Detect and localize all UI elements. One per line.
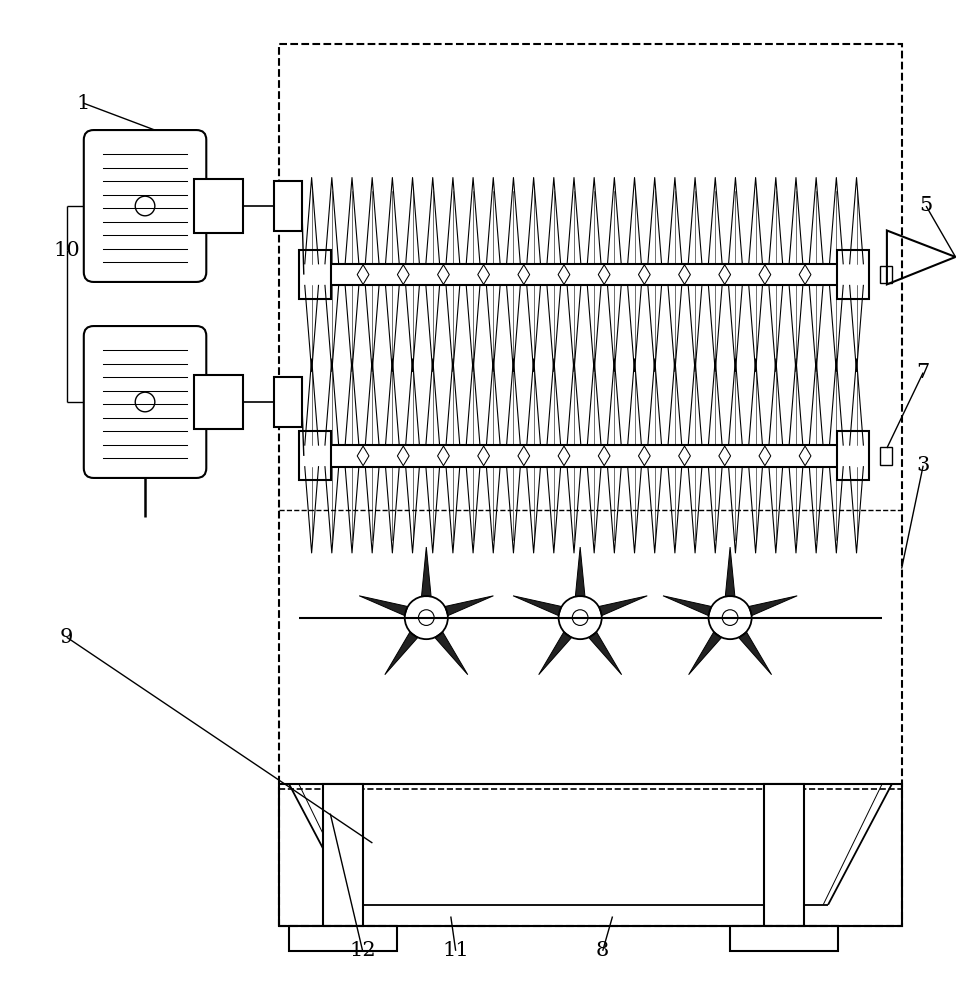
Polygon shape <box>421 547 431 597</box>
Bar <box>837 431 869 480</box>
Bar <box>193 179 243 233</box>
Text: 8: 8 <box>596 941 610 960</box>
Polygon shape <box>749 596 797 616</box>
Bar <box>764 784 804 926</box>
Polygon shape <box>360 596 408 616</box>
Polygon shape <box>385 632 417 675</box>
Polygon shape <box>575 547 585 597</box>
Text: 10: 10 <box>53 241 80 260</box>
Bar <box>323 784 363 926</box>
Text: 9: 9 <box>60 628 74 647</box>
Text: 11: 11 <box>442 941 469 960</box>
Bar <box>299 250 331 299</box>
Polygon shape <box>445 596 493 616</box>
Bar <box>730 926 838 951</box>
Polygon shape <box>663 596 711 616</box>
Bar <box>279 784 902 926</box>
Polygon shape <box>589 632 621 675</box>
Bar <box>193 375 243 429</box>
FancyBboxPatch shape <box>84 326 207 478</box>
Bar <box>274 181 302 231</box>
Polygon shape <box>599 596 647 616</box>
Polygon shape <box>435 632 467 675</box>
Text: 12: 12 <box>349 941 376 960</box>
Bar <box>304 264 864 285</box>
Bar <box>299 431 331 480</box>
Polygon shape <box>739 632 771 675</box>
Bar <box>279 44 902 926</box>
Bar <box>304 445 864 467</box>
Polygon shape <box>539 632 571 675</box>
Polygon shape <box>689 632 721 675</box>
Bar <box>880 266 892 283</box>
Bar <box>837 250 869 299</box>
Text: 5: 5 <box>919 196 933 215</box>
Bar <box>279 44 902 926</box>
Text: 7: 7 <box>916 363 930 382</box>
Polygon shape <box>725 547 735 597</box>
Polygon shape <box>514 596 562 616</box>
Bar <box>289 926 397 951</box>
Bar <box>274 377 302 427</box>
FancyBboxPatch shape <box>84 130 207 282</box>
Bar <box>880 447 892 465</box>
Text: 1: 1 <box>76 94 90 113</box>
Text: 3: 3 <box>916 456 930 475</box>
